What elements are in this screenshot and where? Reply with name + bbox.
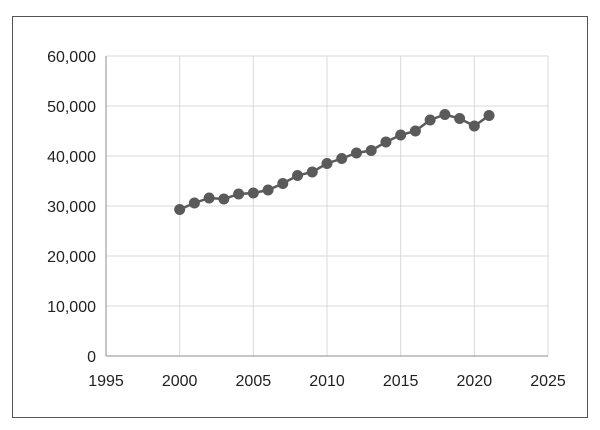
data-point <box>306 166 318 178</box>
y-tick-label: 50,000 <box>47 99 96 116</box>
data-point <box>424 114 436 126</box>
data-point <box>321 158 333 169</box>
axes <box>105 56 548 357</box>
data-point <box>233 188 245 200</box>
data-point <box>203 192 215 204</box>
x-tick-labels: 1995 2000 2005 2010 2015 2020 2025 <box>88 373 566 390</box>
x-tick-label: 2010 <box>309 373 345 390</box>
data-point <box>277 178 289 189</box>
chart-frame <box>12 16 588 418</box>
data-point <box>262 184 274 196</box>
data-point <box>454 113 466 124</box>
series-line <box>179 113 490 211</box>
x-tick-label: 2025 <box>530 373 566 390</box>
data-point <box>292 170 304 181</box>
x-tick-label: 2015 <box>383 373 419 390</box>
data-point <box>395 129 407 141</box>
data-point <box>409 125 421 137</box>
data-point <box>336 153 348 164</box>
data-point <box>439 109 451 120</box>
data-point <box>174 204 186 215</box>
x-tick-label: 2020 <box>457 373 493 390</box>
data-point <box>247 187 259 199</box>
series-group <box>174 109 495 215</box>
grid-lines <box>106 55 549 356</box>
y-tick-label: 10,000 <box>47 299 96 316</box>
data-point <box>188 197 200 209</box>
y-tick-label: 0 <box>87 349 96 366</box>
x-tick-label: 1995 <box>88 373 124 390</box>
y-tick-label: 30,000 <box>47 199 96 216</box>
data-point <box>350 147 362 159</box>
y-tick-label: 20,000 <box>47 249 96 266</box>
y-tick-labels: 0 10,000 20,000 30,000 40,000 50,000 60,000 <box>47 49 96 366</box>
x-tick-label: 2005 <box>236 373 272 390</box>
y-tick-label: 40,000 <box>47 149 96 166</box>
x-tick-label: 2000 <box>162 373 198 390</box>
data-point <box>365 145 377 156</box>
data-point <box>380 136 392 148</box>
data-point <box>483 110 495 121</box>
data-point <box>218 193 230 205</box>
data-point <box>468 120 480 132</box>
y-tick-label: 60,000 <box>47 49 96 66</box>
